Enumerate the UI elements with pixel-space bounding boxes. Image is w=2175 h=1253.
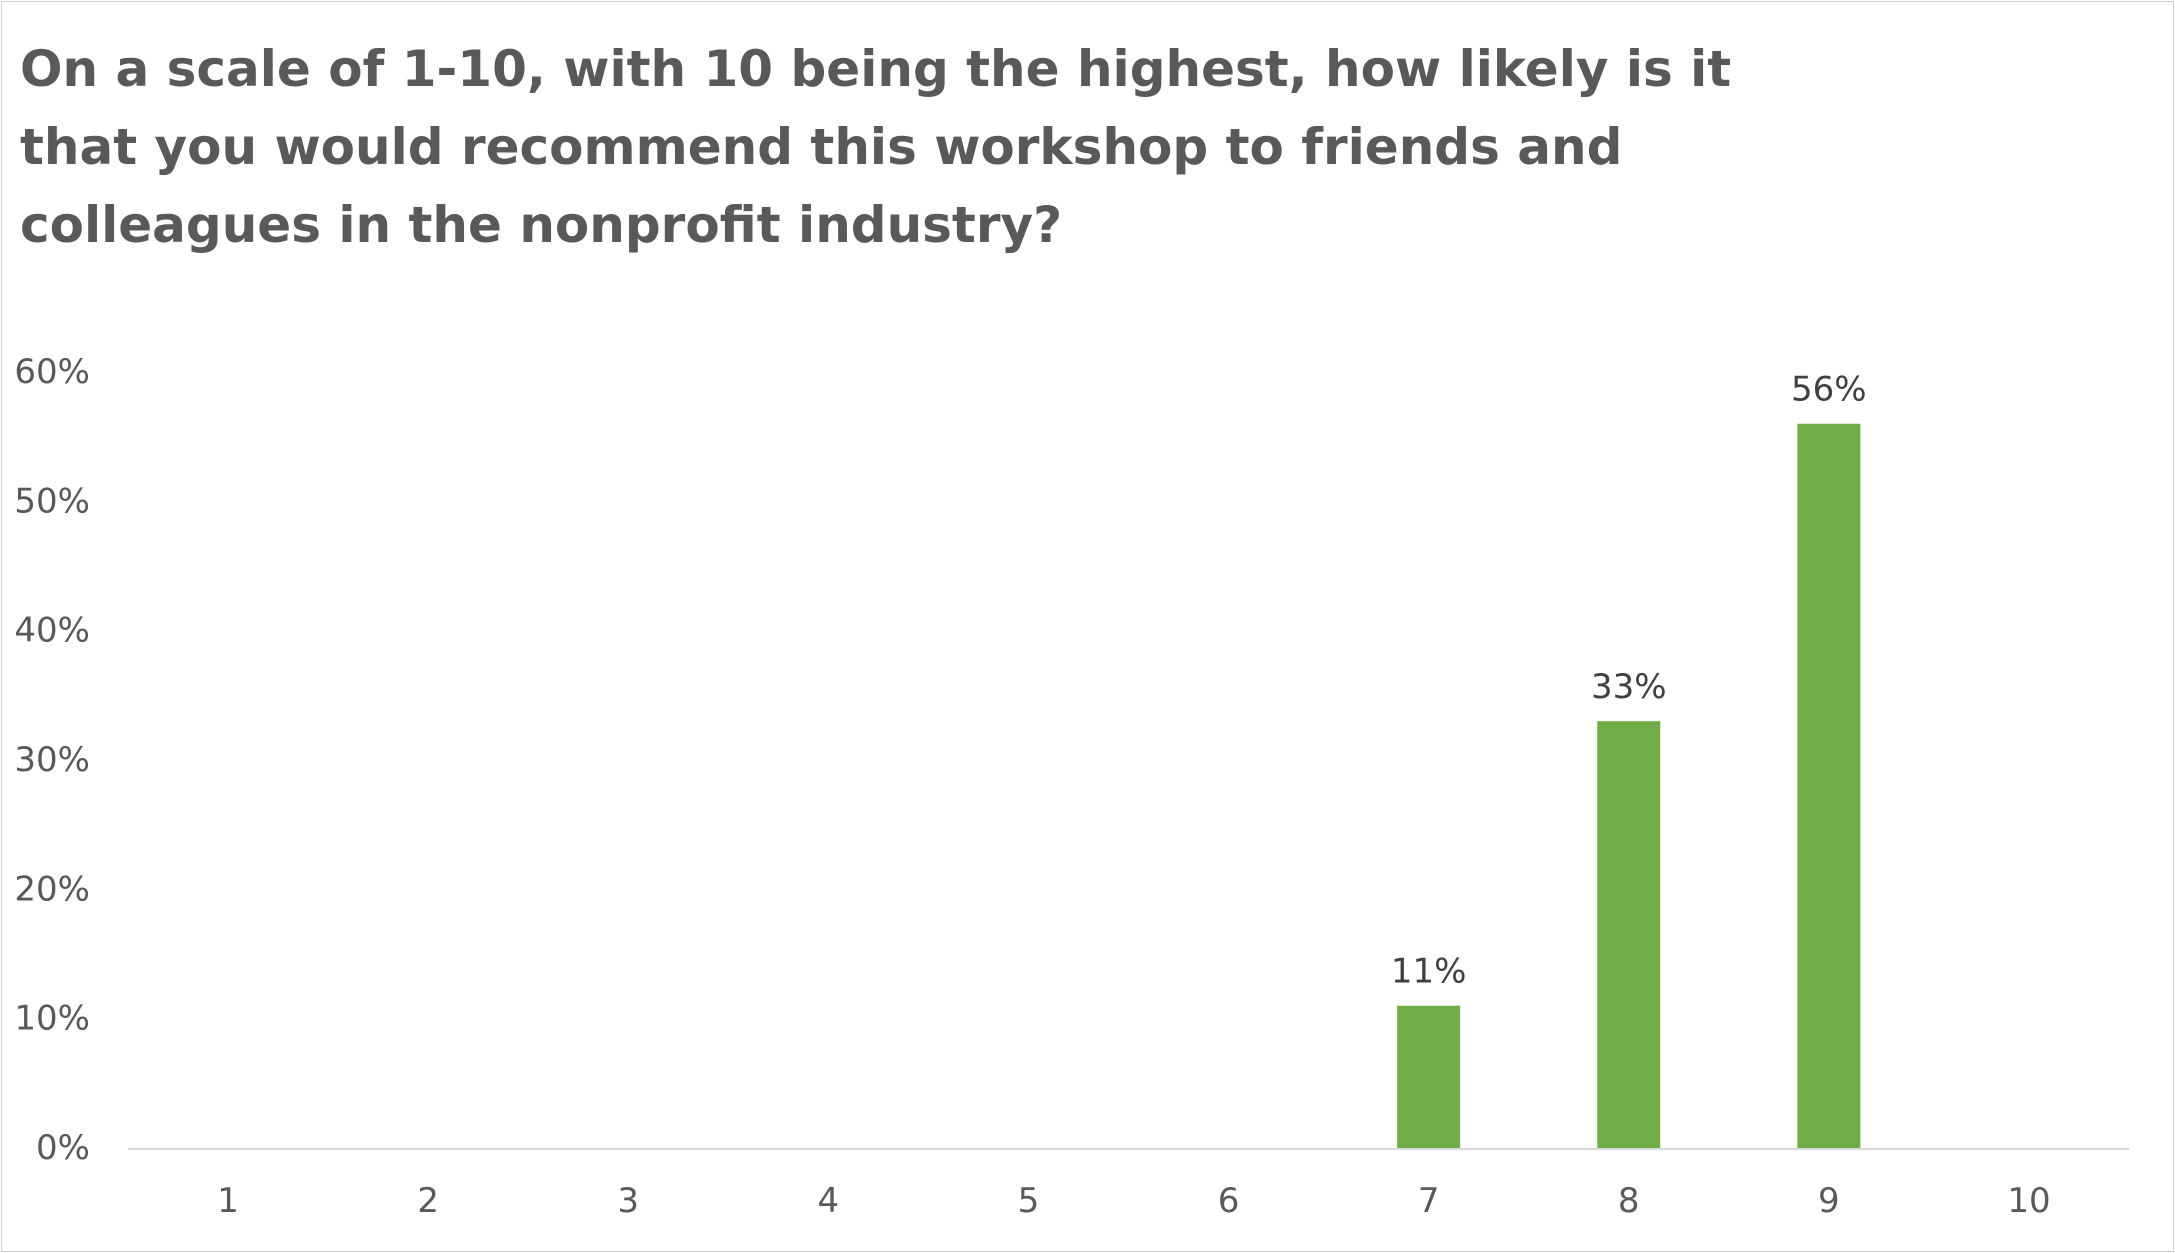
x-tick-label: 5	[1018, 1181, 1040, 1221]
bars	[1397, 423, 1861, 1148]
bar-9	[1797, 423, 1861, 1148]
chart-title: On a scale of 1-10, with 10 being the hi…	[20, 40, 1732, 254]
y-tick-label: 30%	[14, 740, 90, 780]
x-tick-label: 7	[1418, 1181, 1440, 1221]
x-tick-label: 1	[217, 1181, 239, 1221]
x-tick-label: 6	[1218, 1181, 1240, 1221]
x-tick-label: 9	[1818, 1181, 1840, 1221]
y-tick-label: 10%	[14, 999, 90, 1039]
x-tick-label: 8	[1618, 1181, 1640, 1221]
y-axis-labels: 0% 10% 20% 30% 40% 50% 60%	[14, 352, 90, 1168]
bar-8	[1597, 721, 1661, 1148]
data-labels: 11% 33% 56%	[1391, 370, 1867, 992]
x-tick-label: 4	[818, 1181, 840, 1221]
data-label-9: 56%	[1791, 370, 1867, 410]
x-axis-labels: 1 2 3 4 5 6 7 8 9 10	[217, 1181, 2050, 1221]
bar-7	[1397, 1005, 1461, 1148]
data-label-8: 33%	[1591, 667, 1667, 707]
x-tick-label: 2	[417, 1181, 439, 1221]
x-tick-label: 10	[2007, 1181, 2050, 1221]
y-tick-label: 40%	[14, 611, 90, 651]
x-tick-label: 3	[617, 1181, 639, 1221]
y-tick-label: 50%	[14, 481, 90, 521]
y-tick-label: 0%	[36, 1128, 90, 1168]
y-tick-label: 60%	[14, 352, 90, 392]
data-label-7: 11%	[1391, 952, 1467, 992]
y-tick-label: 20%	[14, 869, 90, 909]
